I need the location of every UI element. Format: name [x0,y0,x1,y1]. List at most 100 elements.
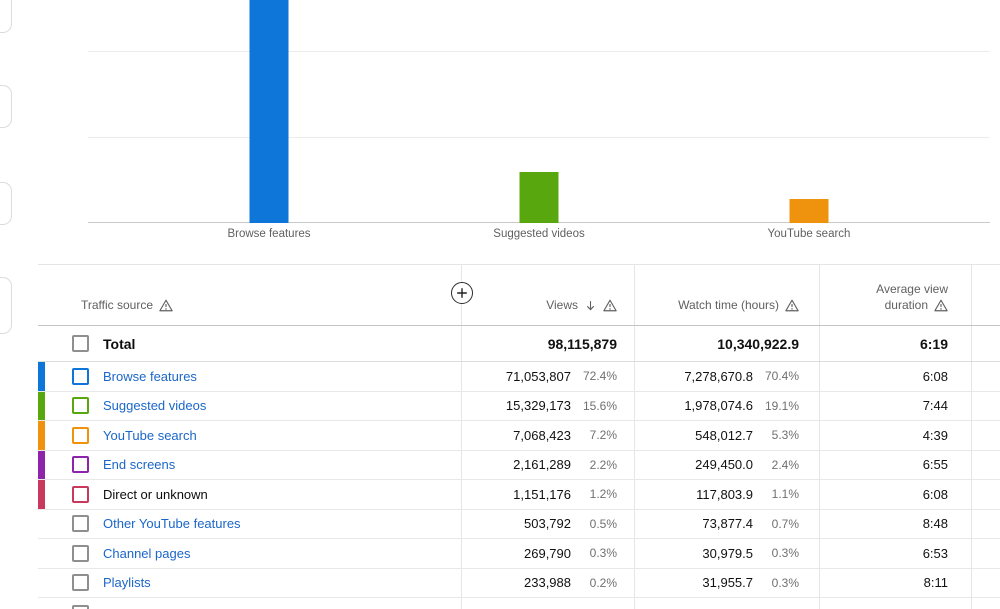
warning-icon[interactable] [785,299,799,312]
views-percent: 0.5% [589,516,617,531]
table-row [38,598,1000,609]
row-checkbox[interactable] [72,544,89,562]
column-header-label: Views [546,298,578,312]
total-row-checkbox[interactable] [72,335,89,352]
row-checkbox[interactable] [72,515,89,533]
avg-duration-value: 6:53 [922,545,948,561]
row-color-indicator [38,421,45,450]
views-value: 503,792 [524,516,571,532]
table-row-playlists: Playlists 233,988 0.2% 31,955.7 0.3% 8:11 [38,568,1000,598]
column-header-avg-view-duration[interactable]: Average view duration [876,282,948,312]
warning-icon[interactable] [159,299,173,312]
plus-icon [457,288,467,298]
table-row-channel-pages: Channel pages 269,790 0.3% 30,979.5 0.3% 6:53 [38,539,1000,569]
table-row-other-youtube-features: Other YouTube features 503,792 0.5% 73,877.… [38,509,1000,539]
row-color-indicator [38,362,45,391]
views-percent: 7.2% [589,428,617,443]
watch-time-value: 249,450.0 [695,457,753,473]
table-header-row: Traffic source Views [38,265,1000,326]
views-value: 269,790 [524,545,571,561]
watch-time-percent: 0.3% [771,575,799,590]
x-axis-label: YouTube search [767,228,851,240]
chart-bar-browse-features[interactable] [249,0,289,223]
warning-icon[interactable] [934,299,948,312]
traffic-source-link[interactable]: Channel pages [103,545,191,561]
avg-duration-value: 6:55 [922,457,948,473]
views-percent: 0.2% [589,575,617,590]
left-edge-card [0,277,12,334]
column-header-traffic-source[interactable]: Traffic source [81,298,173,312]
views-value: 15,329,173 [505,398,571,414]
column-header-label-line1: Average view [876,282,948,296]
table-row-end-screens: End screens 2,161,289 2.2% 249,450.0 2.4% 6:5… [38,450,1000,480]
table-row-youtube-search: YouTube search 7,068,423 7.2% 548,012.7 5.3%… [38,421,1000,451]
chart-bar-youtube-search[interactable] [789,199,829,223]
column-header-views[interactable]: Views [546,298,617,312]
watch-time-value: 548,012.7 [695,427,753,443]
add-metric-button[interactable] [451,282,473,304]
chart-bar-suggested-videos[interactable] [519,172,559,223]
table-row-browse-features: Browse features 71,053,807 72.4% 7,278,670.… [38,362,1000,392]
row-color-indicator [38,391,45,420]
row-checkbox[interactable] [72,574,89,592]
views-percent: 72.4% [582,369,617,384]
row-checkbox[interactable] [72,397,89,415]
watch-time-percent: 0.7% [771,516,799,531]
traffic-source-link[interactable]: Other YouTube features [103,516,241,532]
column-header-label: Watch time (hours) [678,298,779,312]
left-edge-card [0,0,12,33]
views-percent: 15.6% [582,398,617,413]
x-axis-label: Browse features [227,228,311,240]
watch-time-value: 31,955.7 [702,575,753,591]
views-value: 2,161,289 [513,457,571,473]
gridline [88,137,990,138]
row-checkbox[interactable] [72,367,89,385]
row-color-indicator [38,480,45,509]
views-value: 71,053,807 [505,368,571,384]
avg-duration-value: 8:48 [922,516,948,532]
row-checkbox[interactable] [72,426,89,444]
watch-time-value: 30,979.5 [702,545,753,561]
table-row-suggested-videos: Suggested videos 15,329,173 15.6% 1,978,074… [38,391,1000,421]
watch-time-percent: 70.4% [764,369,799,384]
total-watch-time: 10,340,922.9 [717,335,799,352]
column-header-watch-time[interactable]: Watch time (hours) [678,298,799,312]
sort-descending-icon [584,299,597,312]
watch-time-percent: 1.1% [771,487,799,502]
left-edge-card [0,182,12,225]
avg-duration-value: 4:39 [922,427,948,443]
traffic-source-link[interactable]: Browse features [103,368,197,384]
views-value: 233,988 [524,575,571,591]
traffic-source-link[interactable]: YouTube search [103,427,197,443]
watch-time-value: 73,877.4 [702,516,753,532]
row-checkbox[interactable] [72,604,89,609]
left-edge-card [0,85,12,128]
watch-time-value: 7,278,670.8 [684,368,753,384]
column-header-label-line2: duration [884,298,928,312]
row-color-indicator [38,450,45,479]
row-checkbox[interactable] [72,456,89,474]
views-value: 1,151,176 [513,486,571,502]
views-percent: 0.3% [589,546,617,561]
table-row-direct-or-unknown: Direct or unknown 1,151,176 1.2% 117,803.9 1… [38,480,1000,510]
table-total-row: Total 98,115,879 10,340,922.9 6:19 [38,326,1000,362]
traffic-source-link[interactable]: Playlists [103,575,151,591]
traffic-source-link[interactable]: End screens [103,457,176,473]
total-views: 98,115,879 [547,335,617,352]
gridline [88,51,990,52]
watch-time-percent: 5.3% [771,428,799,443]
views-percent: 1.2% [589,487,617,502]
avg-duration-value: 7:44 [922,398,948,414]
watch-time-percent: 19.1% [764,398,799,413]
total-label: Total [103,335,136,352]
traffic-source-label: Direct or unknown [103,486,208,502]
warning-icon[interactable] [603,299,617,312]
row-checkbox[interactable] [72,485,89,503]
watch-time-percent: 2.4% [771,457,799,472]
views-percent: 2.2% [589,457,617,472]
traffic-source-link[interactable]: Suggested videos [103,398,207,414]
column-header-label: Traffic source [81,298,154,312]
watch-time-percent: 0.3% [771,546,799,561]
avg-duration-value: 6:08 [922,368,948,384]
